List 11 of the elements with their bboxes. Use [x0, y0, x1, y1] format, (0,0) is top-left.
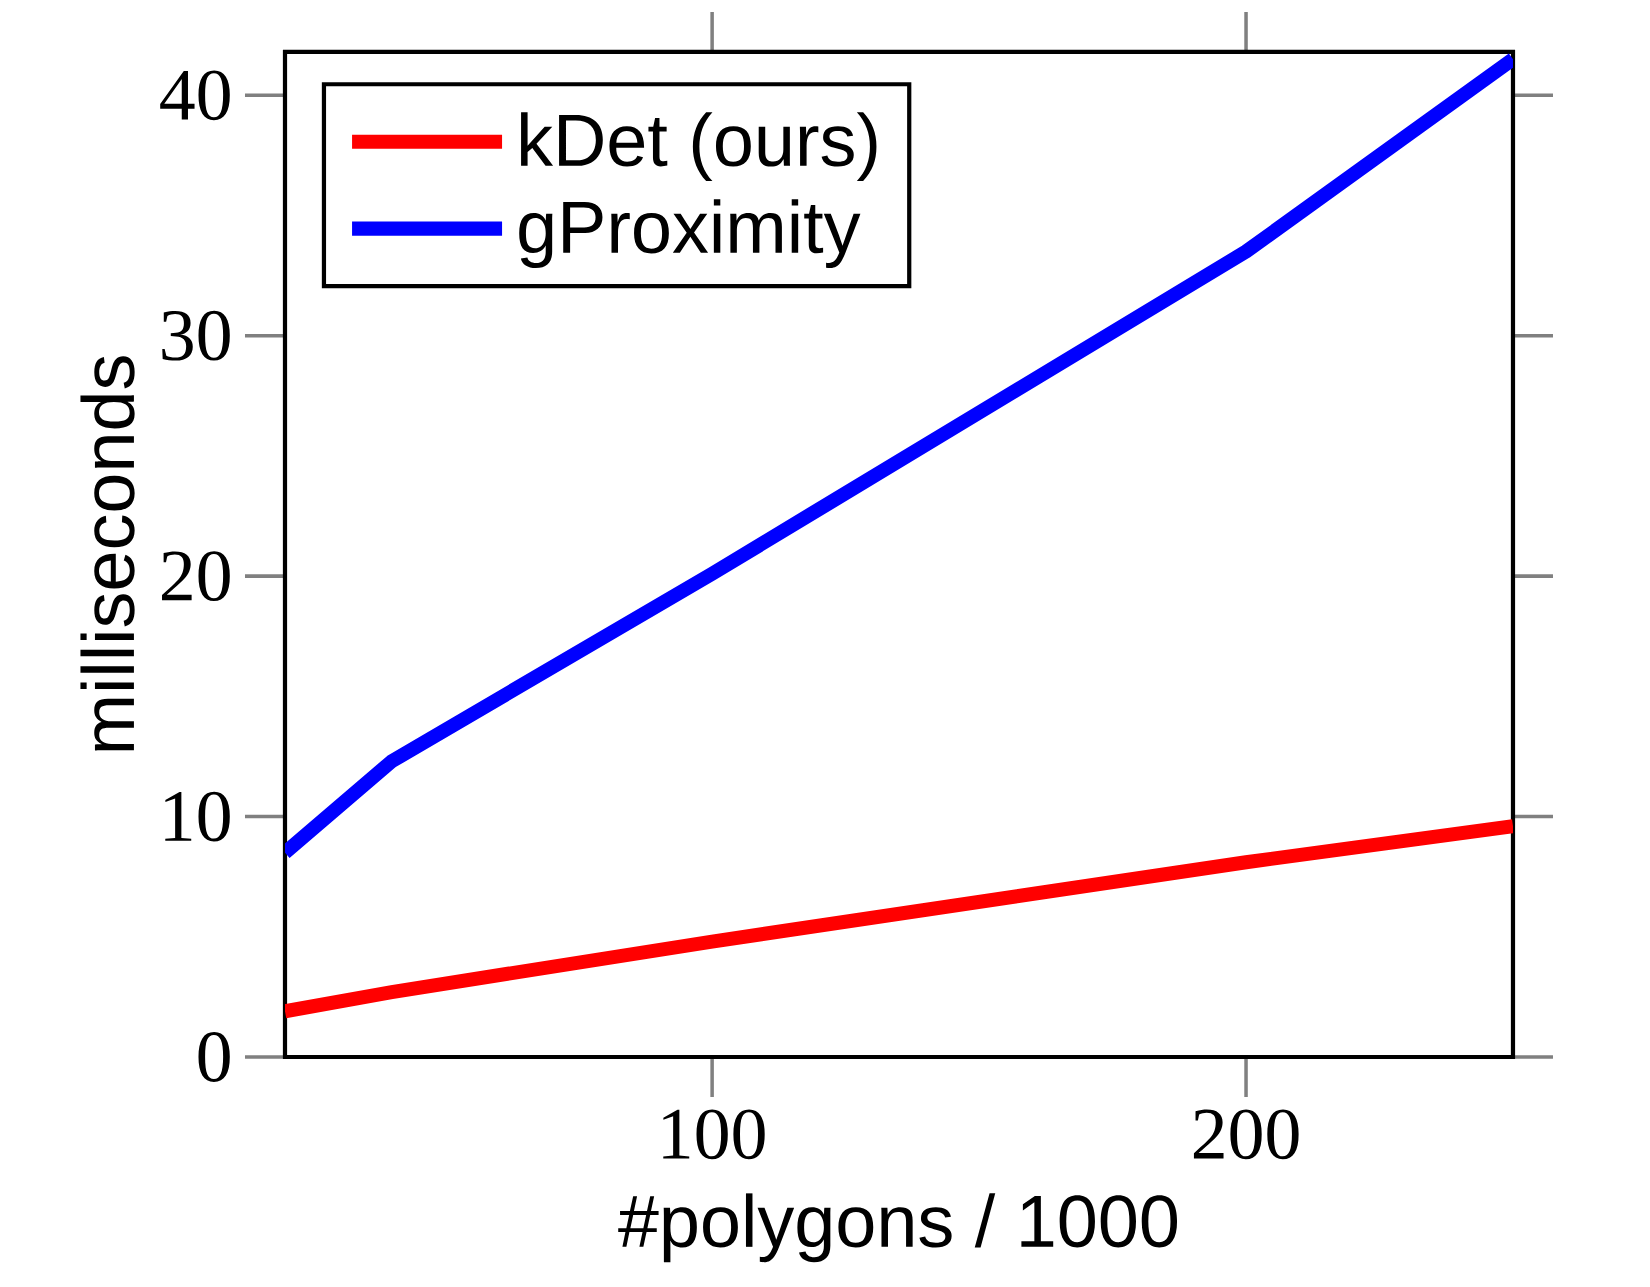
y-tick-label: 40: [160, 70, 230, 121]
y-tick-label: 30: [162, 310, 230, 361]
y-axis-title: milliseconds: [80, 356, 135, 751]
y-tick-label: 0: [198, 1032, 230, 1082]
x-tick-label: 200: [1193, 1109, 1299, 1160]
legend-label: gProximity: [519, 199, 861, 269]
x-tick-label: 100: [663, 1109, 765, 1160]
legend-label: kDet (ours): [521, 112, 877, 182]
y-tick-label: 20: [162, 551, 230, 602]
y-tick-label: 10: [165, 791, 230, 842]
x-axis-title: #polygons / 1000: [618, 1193, 1178, 1263]
